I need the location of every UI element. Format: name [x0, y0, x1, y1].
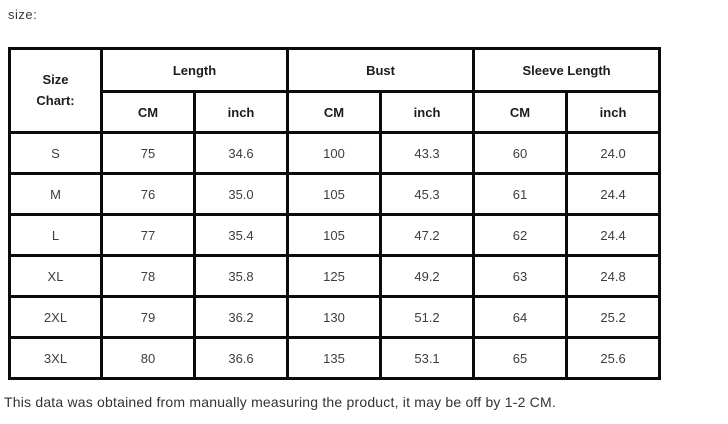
value-cell: 47.2 [379, 213, 476, 257]
value-cell: 135 [286, 336, 383, 380]
unit-header-bust-inch: inch [379, 90, 476, 134]
size-cell: 3XL [8, 336, 103, 380]
value-cell: 25.6 [565, 336, 662, 380]
value-cell: 49.2 [379, 254, 476, 298]
value-cell: 63 [472, 254, 569, 298]
value-cell: 65 [472, 336, 569, 380]
corner-header-line1: Size [42, 72, 69, 88]
value-cell: 35.0 [192, 172, 290, 216]
size-chart-table: Size Chart: Length Bust Sleeve Length CM… [8, 47, 662, 380]
unit-header-row: CM inch CM inch CM inch [10, 90, 662, 134]
value-cell: 125 [286, 254, 383, 298]
table-row-s: S 75 34.6 100 43.3 60 24.0 [8, 131, 662, 175]
corner-header-line2: Chart: [36, 92, 75, 108]
size-cell: L [8, 213, 103, 257]
unit-header-sleeve-cm: CM [472, 90, 569, 134]
value-cell: 24.4 [565, 172, 662, 216]
value-cell: 25.2 [565, 295, 662, 339]
value-cell: 76 [100, 172, 196, 216]
size-cell: S [8, 131, 103, 175]
value-cell: 77 [100, 213, 196, 257]
size-cell: M [8, 172, 103, 216]
size-section-label: size: [8, 7, 38, 22]
group-header-row: Size Chart: Length Bust Sleeve Length [8, 47, 662, 134]
measurement-disclaimer: This data was obtained from manually mea… [4, 394, 556, 410]
unit-header-length-inch: inch [192, 90, 290, 134]
table-row-2xl: 2XL 79 36.2 130 51.2 64 25.2 [8, 295, 662, 339]
value-cell: 45.3 [379, 172, 476, 216]
value-cell: 36.2 [192, 295, 290, 339]
value-cell: 35.4 [192, 213, 290, 257]
table-row-3xl: 3XL 80 36.6 135 53.1 65 25.6 [8, 336, 662, 380]
column-group-sleeve-length: Sleeve Length [472, 47, 662, 93]
value-cell: 24.8 [565, 254, 662, 298]
unit-header-bust-cm: CM [286, 90, 383, 134]
unit-header-sleeve-inch: inch [565, 90, 662, 134]
value-cell: 64 [472, 295, 569, 339]
corner-header-size-chart: Size Chart: [8, 47, 103, 134]
value-cell: 24.4 [565, 213, 662, 257]
value-cell: 78 [100, 254, 196, 298]
table-row-xl: XL 78 35.8 125 49.2 63 24.8 [8, 254, 662, 298]
value-cell: 130 [286, 295, 383, 339]
value-cell: 79 [100, 295, 196, 339]
table-row-m: M 76 35.0 105 45.3 61 24.4 [8, 172, 662, 216]
size-cell: 2XL [8, 295, 103, 339]
value-cell: 100 [286, 131, 383, 175]
value-cell: 75 [100, 131, 196, 175]
size-cell: XL [8, 254, 103, 298]
value-cell: 36.6 [192, 336, 290, 380]
value-cell: 34.6 [192, 131, 290, 175]
value-cell: 43.3 [379, 131, 476, 175]
value-cell: 24.0 [565, 131, 662, 175]
value-cell: 62 [472, 213, 569, 257]
value-cell: 53.1 [379, 336, 476, 380]
column-group-bust: Bust [286, 47, 476, 93]
value-cell: 60 [472, 131, 569, 175]
value-cell: 51.2 [379, 295, 476, 339]
value-cell: 35.8 [192, 254, 290, 298]
unit-header-length-cm: CM [100, 90, 196, 134]
value-cell: 105 [286, 213, 383, 257]
table-row-l: L 77 35.4 105 47.2 62 24.4 [8, 213, 662, 257]
value-cell: 80 [100, 336, 196, 380]
value-cell: 105 [286, 172, 383, 216]
column-group-length: Length [99, 47, 290, 93]
value-cell: 61 [472, 172, 569, 216]
